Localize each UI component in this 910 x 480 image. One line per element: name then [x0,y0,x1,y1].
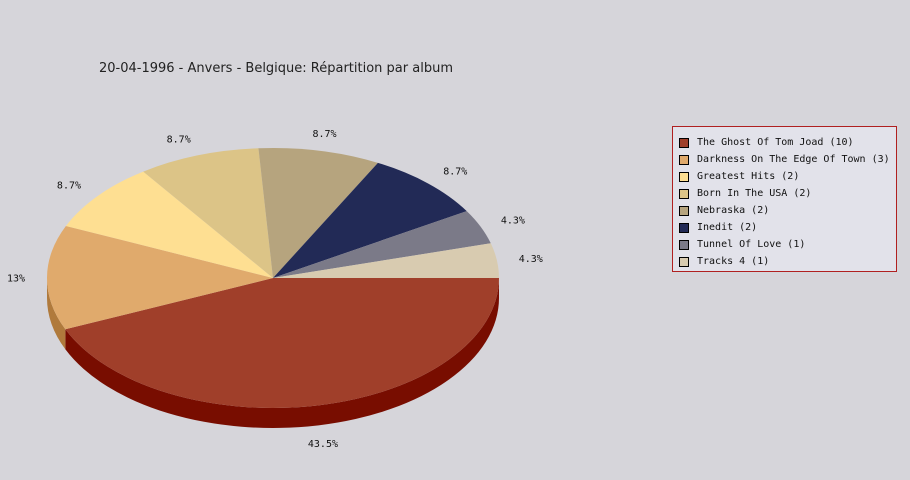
legend-swatch [679,137,689,148]
legend-label: Greatest Hits (2) [697,171,800,182]
legend-item: Born In The USA (2) [679,185,896,202]
pie-slice-5 [273,162,467,278]
chart-title: 20-04-1996 - Anvers - Belgique: Répartit… [99,61,453,76]
pie-slice-2 [65,171,273,278]
legend-item: Greatest Hits (2) [679,168,896,185]
legend-swatch [679,154,689,165]
legend-swatch [679,222,689,233]
pie-slice-3 [143,148,273,278]
pie-label-4: 8.7% [312,129,336,140]
legend-item: Tunnel Of Love (1) [679,236,896,253]
legend: The Ghost Of Tom Joad (10) Darkness On Th… [672,126,897,272]
pie-slices [46,148,500,408]
pie-label-0: 43.5% [308,439,338,450]
pie-label-1: 13% [7,274,25,285]
legend-swatch [679,171,689,182]
legend-label: Nebraska (2) [697,205,770,216]
pie-label-3: 8.7% [167,134,191,145]
legend-swatch [679,256,689,267]
pie-labels: 43.5% 13% 8.7% 8.7% 8.7% 8.7% 4.3% 4.3% [7,129,543,450]
pie-label-5: 8.7% [443,166,467,177]
legend-label: Tracks 4 (1) [697,256,770,267]
legend-item: Nebraska (2) [679,202,896,219]
legend-label: The Ghost Of Tom Joad (10) [697,137,854,148]
legend-swatch [679,188,689,199]
legend-swatch [679,205,689,216]
pie-slice-6 [273,211,491,278]
pie-side-0 [65,278,500,429]
legend-label: Inedit (2) [697,222,758,233]
legend-item: Inedit (2) [679,219,896,236]
legend-label: Tunnel Of Love (1) [697,239,806,250]
pie-label-2: 8.7% [57,180,81,191]
pie-slice-1 [46,225,273,330]
pie-side-1 [47,278,66,350]
legend-swatch [679,239,689,250]
pie-label-7: 4.3% [519,254,543,265]
legend-label: Darkness On The Edge Of Town (3) [697,154,890,165]
pie-slice-0 [65,278,500,408]
legend-label: Born In The USA (2) [697,188,812,199]
legend-item: Darkness On The Edge Of Town (3) [679,151,896,168]
pie-slice-4 [258,148,378,278]
pie-label-6: 4.3% [501,216,525,227]
pie-sides [47,278,500,429]
pie-slice-7 [273,243,499,278]
legend-item: The Ghost Of Tom Joad (10) [679,134,896,151]
legend-item: Tracks 4 (1) [679,253,896,270]
